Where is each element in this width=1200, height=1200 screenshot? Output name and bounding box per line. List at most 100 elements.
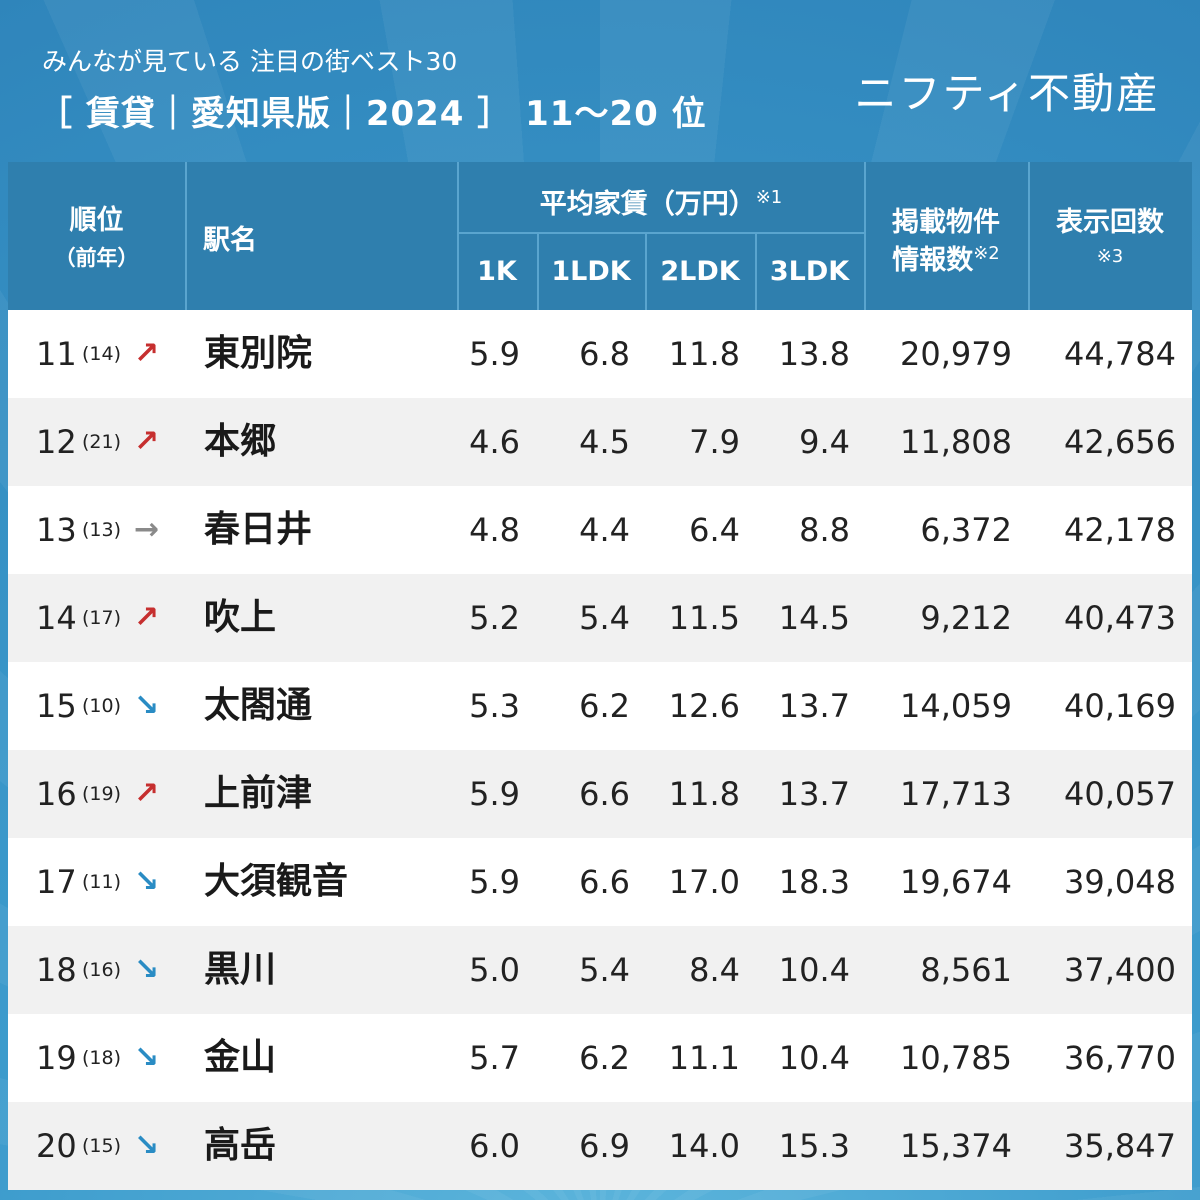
- rent-2ldk: 11.5: [668, 599, 740, 637]
- view-count: 40,473: [1064, 599, 1176, 637]
- table-row: 15 (10) ↘ 太閤通 5.3 6.2 12.6 13.7 14,059 40,169: [8, 662, 1192, 750]
- listings-count: 17,713: [900, 775, 1012, 813]
- table-row: 17 (11) ↘ 大須観音 5.9 6.6 17.0 18.3 19,674 39,048: [8, 838, 1192, 926]
- rank-number: 18: [36, 951, 77, 989]
- view-count: 36,770: [1064, 1039, 1176, 1077]
- station-name: 春日井: [204, 509, 313, 550]
- header-divider: [1028, 162, 1030, 310]
- rent-1ldk: 4.4: [579, 511, 630, 549]
- rank-number: 13: [36, 511, 77, 549]
- station-name: 大須観音: [204, 861, 349, 902]
- rank-number: 16: [36, 775, 77, 813]
- header-listings-label: 情報数: [892, 245, 974, 276]
- table-row: 13 (13) → 春日井 4.8 4.4 6.4 8.8 6,372 42,178: [8, 486, 1192, 574]
- rank-number: 14: [36, 599, 77, 637]
- header-views: 表示回数: [1056, 207, 1164, 238]
- rent-1k: 5.9: [469, 863, 520, 901]
- rent-2ldk: 11.8: [668, 775, 740, 813]
- rent-1ldk: 6.9: [579, 1127, 630, 1165]
- rent-3ldk: 8.8: [799, 511, 850, 549]
- rent-1k: 4.8: [469, 511, 520, 549]
- ranking-table: 順位 （前年） 駅名 平均家賃（万円）※1 1K 1LDK 2LDK 3LDK …: [8, 162, 1192, 1192]
- listings-count: 8,561: [920, 951, 1012, 989]
- trend-arrow-icon: ↘: [134, 688, 160, 723]
- rent-2ldk: 8.4: [689, 951, 740, 989]
- rent-3ldk: 13.8: [778, 335, 850, 373]
- rank-number: 20: [36, 1127, 77, 1165]
- listings-count: 10,785: [900, 1039, 1012, 1077]
- listings-count: 20,979: [900, 335, 1012, 373]
- table-row: 14 (17) ↗ 吹上 5.2 5.4 11.5 14.5 9,212 40,473: [8, 574, 1192, 662]
- header-divider: [864, 162, 866, 310]
- rank-number: 11: [36, 335, 77, 373]
- header-divider: [457, 232, 865, 234]
- table-row: 18 (16) ↘ 黒川 5.0 5.4 8.4 10.4 8,561 37,400: [8, 926, 1192, 1014]
- rent-3ldk: 10.4: [778, 951, 850, 989]
- view-count: 40,169: [1064, 687, 1176, 725]
- trend-arrow-icon: ↗: [134, 424, 160, 459]
- rent-2ldk: 11.1: [668, 1039, 740, 1077]
- header-rank: 順位: [69, 205, 124, 236]
- rent-1k: 5.0: [469, 951, 520, 989]
- trend-arrow-icon: →: [134, 512, 160, 547]
- trend-arrow-icon: ↘: [134, 1128, 160, 1163]
- view-count: 42,656: [1064, 423, 1176, 461]
- previous-rank: (14): [82, 343, 122, 365]
- header-station: 駅名: [203, 225, 257, 256]
- rank-number: 15: [36, 687, 77, 725]
- header-listings-note: ※2: [973, 243, 1000, 264]
- rent-3ldk: 18.3: [778, 863, 850, 901]
- previous-rank: (17): [82, 607, 122, 629]
- header-views-note: ※3: [1096, 246, 1124, 267]
- trend-arrow-icon: ↗: [134, 776, 160, 811]
- header-listings-line2: 情報数※2: [864, 238, 1028, 277]
- rent-1ldk: 4.5: [579, 423, 630, 461]
- header-1k: 1K: [477, 256, 517, 287]
- previous-rank: (21): [82, 431, 122, 453]
- table-row: 19 (18) ↘ 金山 5.7 6.2 11.1 10.4 10,785 36,770: [8, 1014, 1192, 1102]
- header-divider: [537, 234, 539, 310]
- station-name: 吹上: [204, 597, 277, 638]
- rent-1ldk: 6.2: [579, 687, 630, 725]
- rank-number: 12: [36, 423, 77, 461]
- table-row: 11 (14) ↗ 東別院 5.9 6.8 11.8 13.8 20,979 44,784: [8, 310, 1192, 398]
- rent-1ldk: 6.2: [579, 1039, 630, 1077]
- rent-2ldk: 14.0: [668, 1127, 740, 1165]
- header-listings-line1: 掲載物件: [892, 207, 1000, 238]
- rent-1k: 6.0: [469, 1127, 520, 1165]
- rent-1k: 5.9: [469, 775, 520, 813]
- view-count: 39,048: [1064, 863, 1176, 901]
- previous-rank: (15): [82, 1135, 122, 1157]
- table-header: 順位 （前年） 駅名 平均家賃（万円）※1 1K 1LDK 2LDK 3LDK …: [8, 162, 1192, 310]
- rent-1k: 5.9: [469, 335, 520, 373]
- header-divider: [755, 234, 757, 310]
- rent-1ldk: 6.8: [579, 335, 630, 373]
- rent-2ldk: 12.6: [668, 687, 740, 725]
- trend-arrow-icon: ↗: [134, 600, 160, 635]
- rent-3ldk: 14.5: [778, 599, 850, 637]
- rent-2ldk: 7.9: [689, 423, 740, 461]
- header-rank-prev: （前年）: [54, 246, 139, 270]
- rent-2ldk: 17.0: [668, 863, 740, 901]
- header-2ldk: 2LDK: [660, 256, 740, 287]
- previous-rank: (19): [82, 783, 122, 805]
- table-row: 12 (21) ↗ 本郷 4.6 4.5 7.9 9.4 11,808 42,656: [8, 398, 1192, 486]
- listings-count: 9,212: [920, 599, 1012, 637]
- rent-1k: 5.3: [469, 687, 520, 725]
- view-count: 42,178: [1064, 511, 1176, 549]
- listings-count: 14,059: [900, 687, 1012, 725]
- previous-rank: (18): [82, 1047, 122, 1069]
- rent-3ldk: 10.4: [778, 1039, 850, 1077]
- header-1ldk: 1LDK: [551, 256, 631, 287]
- rent-1ldk: 5.4: [579, 599, 630, 637]
- brand-logo: ニフティ不動産: [854, 69, 1160, 118]
- station-name: 上前津: [204, 773, 313, 814]
- table-row: 16 (19) ↗ 上前津 5.9 6.6 11.8 13.7 17,713 40,057: [8, 750, 1192, 838]
- station-name: 金山: [204, 1037, 277, 1078]
- header-divider: [645, 234, 647, 310]
- previous-rank: (11): [82, 871, 122, 893]
- header-divider: [457, 162, 459, 310]
- listings-count: 11,808: [900, 423, 1012, 461]
- rent-3ldk: 13.7: [778, 775, 850, 813]
- listings-count: 15,374: [900, 1127, 1012, 1165]
